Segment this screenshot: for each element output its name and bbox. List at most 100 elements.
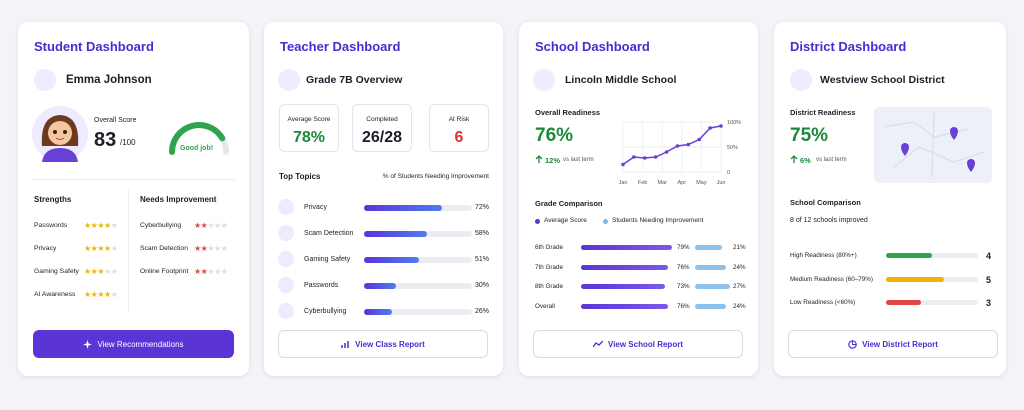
gauge — [169, 122, 229, 155]
avatar — [32, 106, 88, 162]
up-arrow — [790, 155, 798, 163]
bar — [364, 309, 393, 315]
stat-label: Average Score — [287, 116, 331, 123]
teacher-card: Teacher Dashboard Grade 7B Overview Top … — [264, 22, 503, 376]
topic-name: Online Footprint — [140, 268, 189, 275]
card-title: District Dashboard — [790, 39, 907, 54]
section-title: Grade Comparison — [535, 199, 603, 208]
legend-label: Average Score — [544, 217, 587, 224]
legend-dot — [603, 219, 608, 224]
topic-name: Gaming Safety — [34, 268, 79, 275]
y-tick-label: 100% — [727, 120, 741, 126]
bar — [886, 276, 944, 282]
bar-label: 58% — [474, 230, 489, 237]
trend-chart: 0 50% 100% Jan Feb Mar Apr May Jun — [619, 120, 742, 186]
star: ★ — [200, 267, 208, 276]
star: ★ — [194, 221, 201, 230]
legend-dot — [535, 219, 540, 224]
gauge-text: Good job! — [180, 145, 214, 152]
star: ★ — [90, 244, 98, 253]
rating: ★★★★★ — [194, 221, 228, 230]
legend-label: Students Needing Improvement — [612, 217, 704, 224]
star: ★ — [84, 244, 91, 253]
bar — [364, 257, 420, 263]
change-note: vs last term — [816, 157, 847, 163]
trend-point — [675, 144, 680, 148]
rating: ★★★★★ — [84, 290, 118, 299]
star: ★ — [220, 267, 228, 276]
change-note: vs last term — [563, 157, 594, 163]
star: ★ — [214, 221, 221, 230]
topic-icon — [278, 225, 294, 241]
count: 3 — [986, 298, 992, 308]
card-title: School Dashboard — [535, 39, 650, 54]
topic-name: Privacy — [34, 245, 57, 252]
school-icon — [533, 69, 555, 91]
section-title: School Comparison — [790, 198, 861, 207]
grade-name: 6th Grade — [535, 244, 564, 251]
school-name: Lincoln Middle School — [565, 74, 677, 86]
bar-track — [886, 253, 978, 258]
readiness-change: 6% — [800, 156, 811, 165]
student-name: Emma Johnson — [66, 74, 152, 86]
readiness-label: Overall Readiness — [535, 108, 601, 117]
readiness-change: 12% — [545, 156, 561, 165]
star: ★ — [200, 244, 208, 253]
section-title: Top Topics — [279, 172, 321, 181]
level-name: Medium Readiness (60–79%) — [790, 275, 873, 283]
trend-point — [686, 142, 691, 147]
school-report-button[interactable]: View School Report — [533, 330, 743, 358]
trend-point — [653, 155, 658, 159]
card-title: Teacher Dashboard — [280, 39, 401, 54]
topic-name: Gaming Safety — [304, 256, 351, 263]
divider — [128, 190, 129, 312]
card-title: Student Dashboard — [34, 39, 154, 54]
bar — [886, 253, 932, 258]
trend-line — [622, 125, 722, 166]
stat-box: Completed 26/28 — [352, 104, 412, 152]
class-name: Grade 7B Overview — [306, 74, 403, 86]
level-name: Low Readiness (<60%) — [790, 299, 856, 306]
star: ★ — [207, 267, 215, 276]
bar — [695, 245, 723, 250]
bar — [364, 231, 427, 237]
star: ★ — [84, 221, 91, 230]
bar — [695, 303, 727, 309]
topic-icon — [278, 303, 294, 319]
x-tick-label: May — [696, 180, 707, 186]
rating: ★★★★★ — [84, 244, 118, 253]
star: ★ — [214, 244, 221, 253]
star: ★ — [90, 221, 98, 230]
district-report-button[interactable]: View District Report — [788, 330, 998, 358]
chart-icon — [341, 340, 349, 348]
trend-point — [708, 126, 712, 130]
bar-label: 51% — [474, 256, 489, 263]
x-tick-label: Feb — [638, 180, 647, 186]
school-card: School Dashboard Lincoln Middle School O… — [519, 22, 758, 376]
topic-icon — [278, 251, 294, 267]
trend-point — [697, 137, 702, 142]
star: ★ — [220, 244, 228, 253]
star: ★ — [104, 267, 111, 276]
bar-label: 79% — [677, 244, 690, 251]
up-arrow — [535, 155, 543, 163]
comparison-note: 8 of 12 schools improved — [790, 217, 868, 224]
bar — [364, 283, 397, 289]
trend-point — [632, 155, 636, 159]
recommendations-button[interactable]: View Recommendations — [33, 330, 234, 358]
class-report-button[interactable]: View Class Report — [278, 330, 488, 358]
count: 4 — [986, 251, 992, 261]
stat-label: At Risk — [448, 116, 470, 123]
star: ★ — [97, 244, 105, 253]
bar — [695, 264, 727, 270]
bar-track — [364, 283, 472, 289]
stat-box: Average Score 78% — [279, 104, 339, 152]
grade-name: 8th Grade — [535, 283, 564, 290]
star: ★ — [110, 267, 118, 276]
rating: ★★★★★ — [194, 267, 228, 276]
district-map — [874, 107, 992, 183]
bar-label: 21% — [733, 244, 746, 251]
star: ★ — [207, 244, 215, 253]
rating: ★★★★★ — [84, 221, 118, 230]
